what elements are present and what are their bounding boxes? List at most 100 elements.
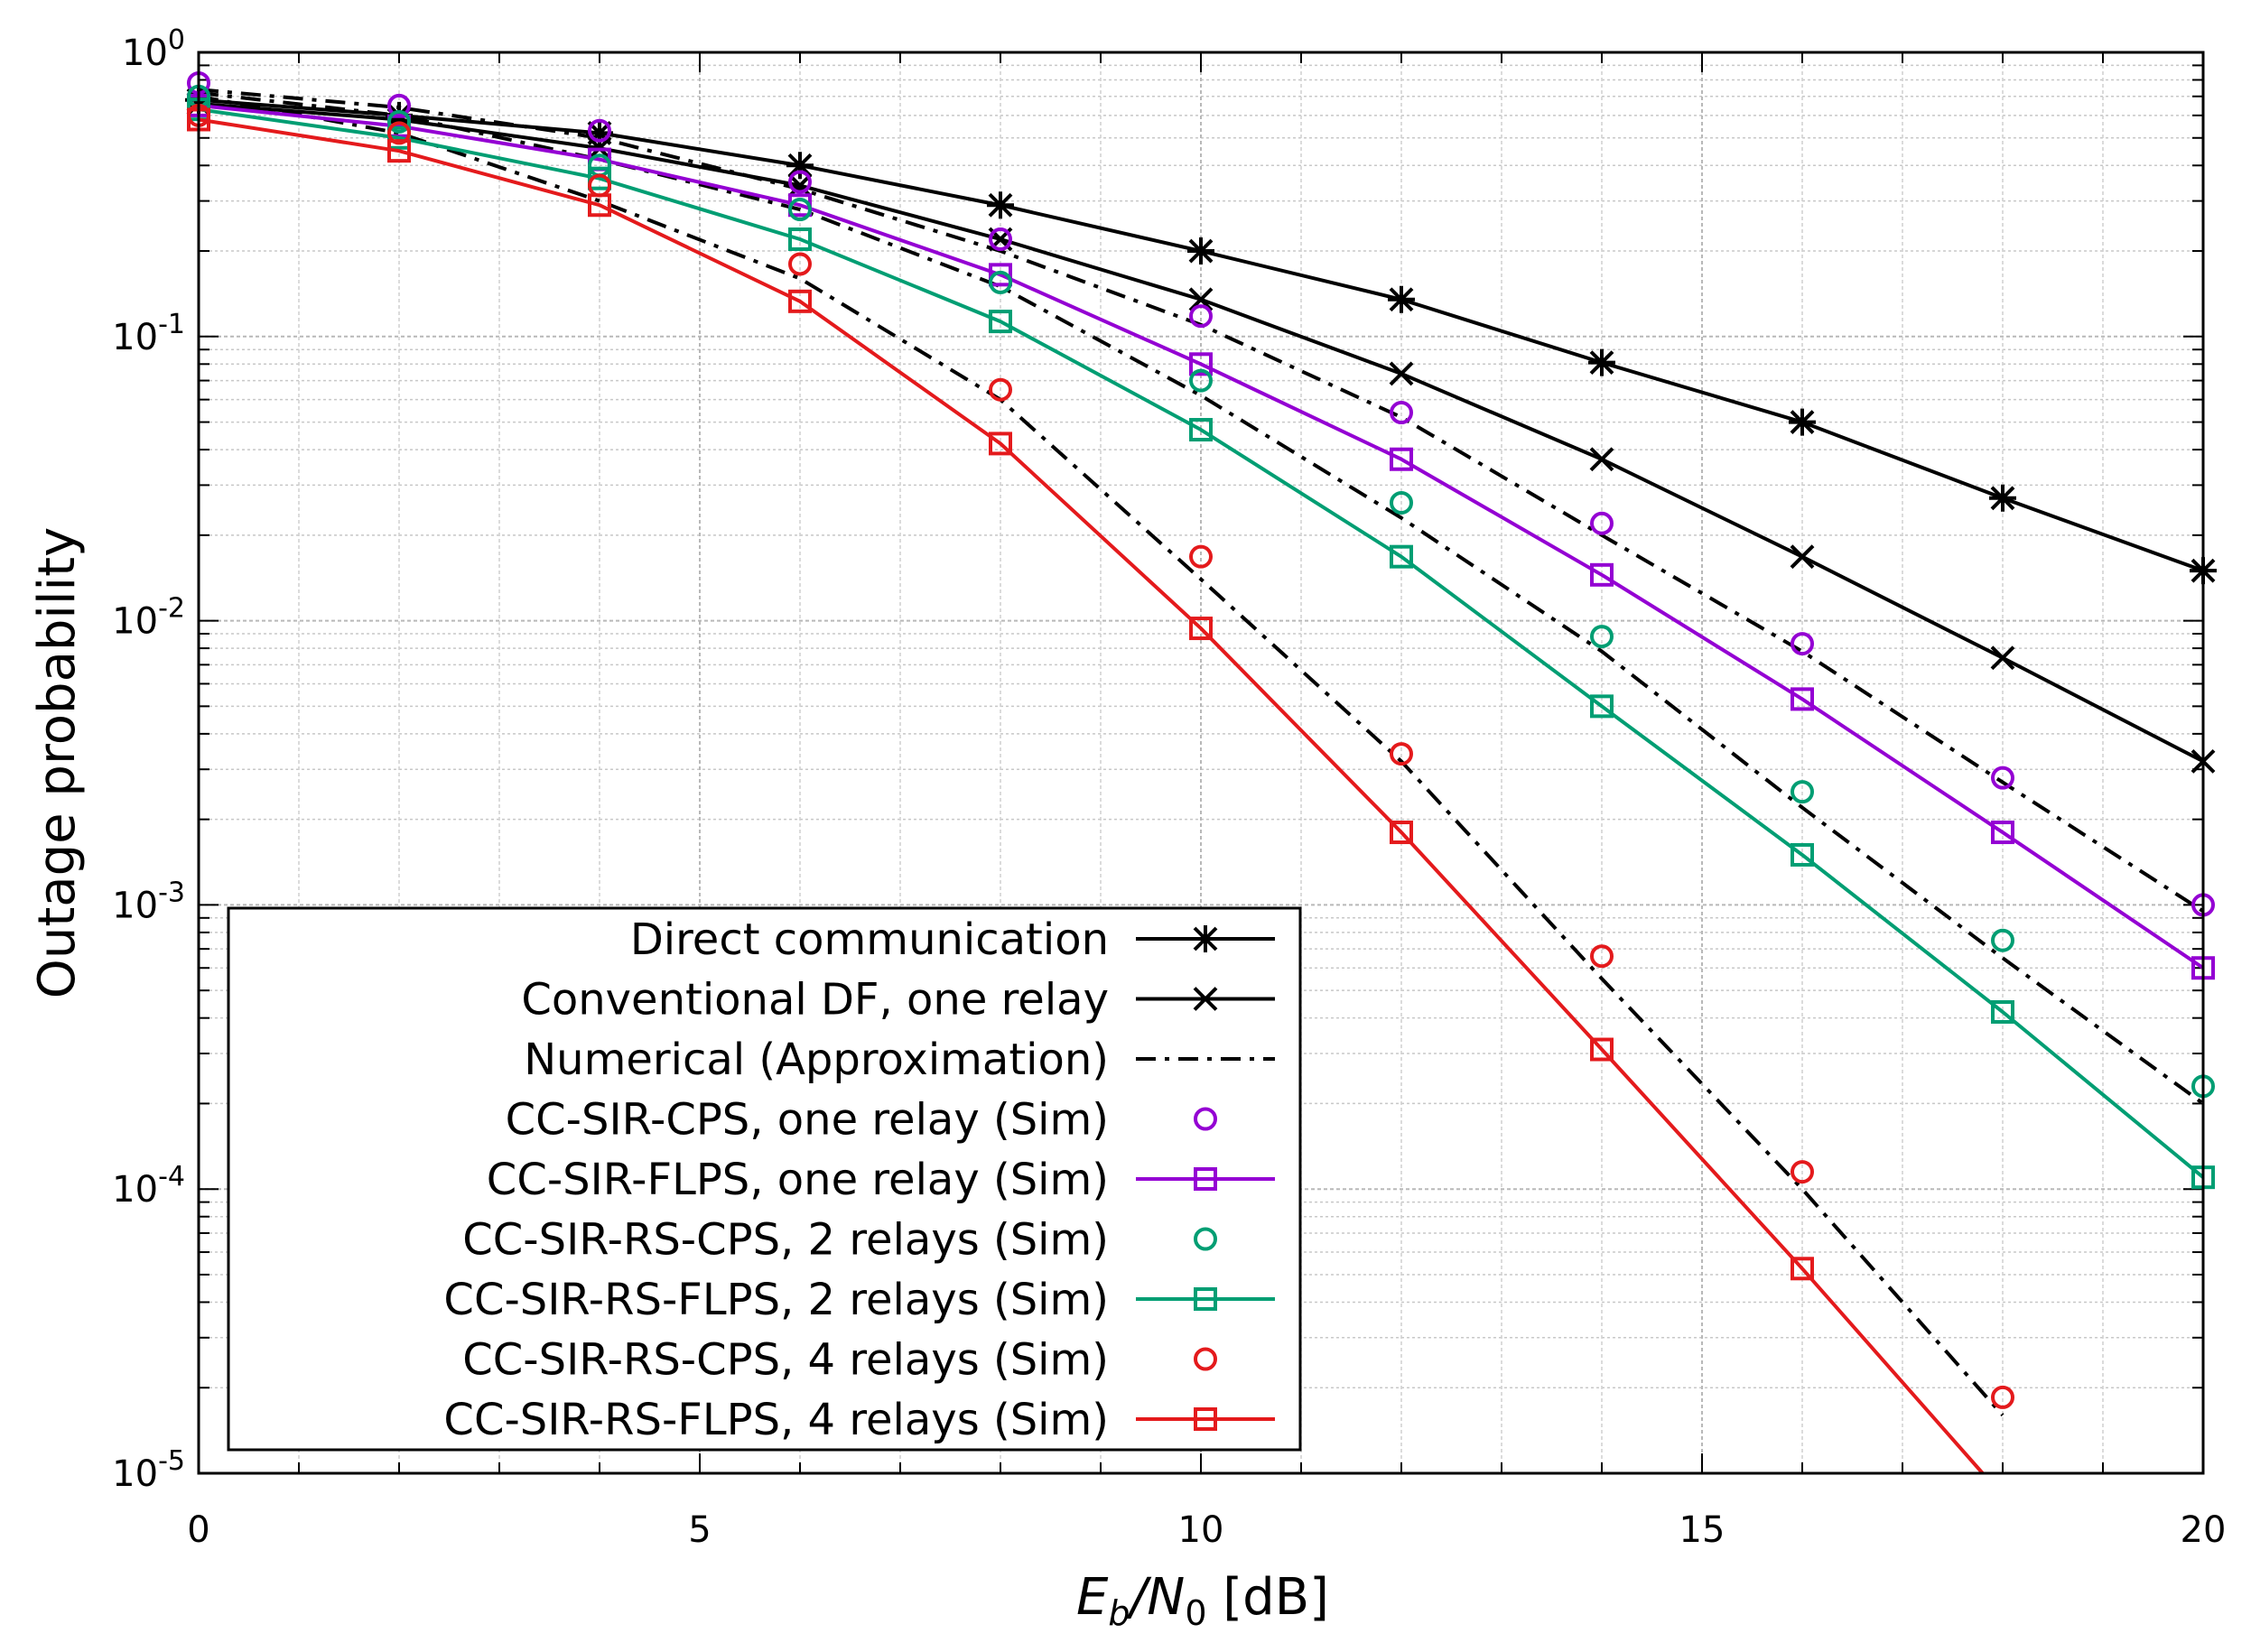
data-point-direct: [586, 119, 613, 147]
legend-item: Direct communication: [630, 914, 1275, 965]
legend-marker-sample: [1194, 1287, 1217, 1311]
data-point-cps_4: [1590, 944, 1614, 969]
legend-item: CC-SIR-RS-FLPS, 2 relays (Sim): [443, 1275, 1275, 1325]
data-point-flps_2: [1390, 544, 1413, 569]
legend-item: CC-SIR-CPS, one relay (Sim): [506, 1095, 1217, 1146]
legend-marker-sample: [1194, 1227, 1217, 1251]
legend-label: Direct communication: [630, 914, 1109, 965]
data-point-direct: [1789, 408, 1816, 436]
series-flps_2: [187, 97, 2215, 1190]
y-tick-labels: 100 10-1 10-2 10-3 10-4 10-5: [112, 24, 185, 1495]
legend-marker-sample: [1194, 1167, 1217, 1191]
series-approx_2: [198, 90, 2205, 1106]
data-point-cps_2: [1590, 625, 1614, 649]
data-point-flps_4: [1189, 617, 1213, 641]
data-point-flps_4: [387, 139, 411, 163]
legend-item: Numerical (Approximation): [524, 1035, 1275, 1085]
data-point-direct: [1989, 484, 2016, 512]
data-point-flps_2: [588, 166, 611, 190]
data-point-cps_1: [588, 118, 611, 143]
data-point-flps_1: [1189, 352, 1213, 376]
x-tick-labels: 0 5 10 15 20: [187, 1509, 2226, 1551]
data-point-cps_1: [1390, 401, 1413, 425]
x-tick-label: 10: [1178, 1509, 1224, 1551]
data-point-flps_2: [989, 310, 1012, 334]
plot-frame: [197, 51, 2205, 1475]
data-point-cps_2: [788, 198, 812, 222]
data-point-cps_4: [1991, 1385, 2014, 1409]
x-axis-title: Eb/N0 [dB]: [1076, 1568, 1329, 1633]
data-point-flps_4: [989, 432, 1012, 456]
y-tick-label: 10-2: [112, 593, 185, 643]
data-point-cps_2: [387, 109, 411, 134]
series-flps_4: [187, 107, 1985, 1475]
legend-marker-sample: [1194, 1107, 1217, 1131]
data-point-cps_1: [989, 227, 1012, 252]
data-point-cps_4: [788, 252, 812, 276]
y-axis-title: Outage probability: [28, 527, 87, 998]
legend-item: CC-SIR-RS-FLPS, 4 relays (Sim): [443, 1395, 1275, 1445]
data-point-flps_2: [1189, 418, 1213, 442]
legend-item: CC-SIR-RS-CPS, 4 relays (Sim): [462, 1335, 1217, 1386]
data-point-conv_df: [1990, 645, 2015, 671]
data-point-cps_4: [387, 121, 411, 145]
data-point-direct: [1187, 237, 1214, 265]
legend-label: CC-SIR-RS-FLPS, 2 relays (Sim): [443, 1275, 1109, 1325]
data-point-cps_1: [1189, 304, 1213, 329]
series-lines: [185, 70, 2217, 1475]
x-tick-label: 0: [187, 1509, 209, 1551]
series-line-approx_4: [198, 94, 2005, 1417]
series-approx_4: [198, 94, 2005, 1417]
data-point-flps_2: [788, 227, 812, 252]
legend-item: Conventional DF, one relay: [521, 975, 1275, 1026]
data-point-cps_1: [1991, 766, 2014, 790]
data-point-cps_4: [989, 377, 1012, 402]
legend-marker-sample: [1193, 987, 1218, 1011]
legend-box: [227, 906, 1302, 1452]
legend-marker-sample: [1192, 925, 1219, 952]
legend-label: CC-SIR-RS-CPS, 4 relays (Sim): [462, 1335, 1109, 1386]
legend-marker-sample: [1194, 1407, 1217, 1431]
data-point-conv_df: [787, 173, 813, 198]
data-point-conv_df: [1188, 287, 1214, 312]
legend-marker-sample: [1194, 1347, 1217, 1371]
data-point-cps_1: [788, 170, 812, 194]
data-point-conv_df: [1389, 361, 1414, 386]
y-tick-label: 10-5: [112, 1445, 185, 1495]
data-point-flps_4: [1590, 1037, 1614, 1062]
data-point-cps_4: [1791, 1160, 1814, 1184]
data-point-direct: [987, 191, 1014, 219]
data-point-direct: [786, 152, 814, 180]
data-point-flps_4: [1390, 821, 1413, 845]
data-point-flps_2: [1991, 1000, 2014, 1025]
data-point-flps_4: [588, 193, 611, 218]
legend-item: CC-SIR-FLPS, one relay (Sim): [487, 1155, 1275, 1205]
legend-items: Direct communication Conventional DF, one…: [443, 914, 1275, 1445]
data-point-flps_4: [788, 289, 812, 313]
y-tick-label: 10-4: [112, 1161, 185, 1211]
series-conv_df: [186, 91, 2216, 774]
data-point-conv_df: [1589, 447, 1614, 472]
x-tick-label: 15: [1679, 1509, 1725, 1551]
series-line-flps_2: [198, 107, 2205, 1179]
series-line-flps_1: [198, 103, 2205, 970]
legend-label: CC-SIR-RS-FLPS, 4 relays (Sim): [443, 1395, 1109, 1445]
legend: Direct communication Conventional DF, one…: [227, 906, 1302, 1452]
data-point-flps_2: [1590, 694, 1614, 719]
legend-label: CC-SIR-CPS, one relay (Sim): [506, 1095, 1109, 1146]
y-tick-label: 10-1: [112, 309, 185, 358]
legend-label: CC-SIR-FLPS, one relay (Sim): [487, 1155, 1109, 1205]
series-cps_1: [187, 70, 2215, 917]
data-point-cps_2: [1390, 490, 1413, 515]
data-point-flps_1: [989, 263, 1012, 287]
data-point-cps_2: [1791, 780, 1814, 804]
data-point-flps_4: [1791, 1257, 1814, 1281]
data-point-cps_2: [1189, 368, 1213, 393]
data-point-direct: [1588, 348, 1615, 376]
data-point-cps_1: [1590, 511, 1614, 535]
data-point-flps_1: [1390, 447, 1413, 471]
data-point-cps_2: [989, 270, 1012, 294]
data-point-flps_1: [1791, 687, 1814, 711]
data-point-flps_1: [1991, 821, 2014, 845]
y-tick-label: 10-3: [112, 877, 185, 926]
